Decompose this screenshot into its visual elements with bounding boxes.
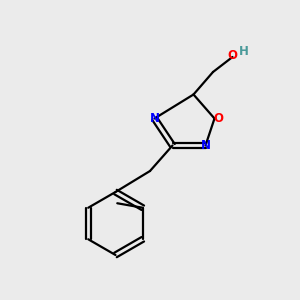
Text: N: N	[200, 139, 211, 152]
Text: H: H	[239, 45, 249, 58]
Text: N: N	[149, 112, 160, 125]
Text: O: O	[213, 112, 223, 125]
Text: O: O	[227, 49, 238, 62]
